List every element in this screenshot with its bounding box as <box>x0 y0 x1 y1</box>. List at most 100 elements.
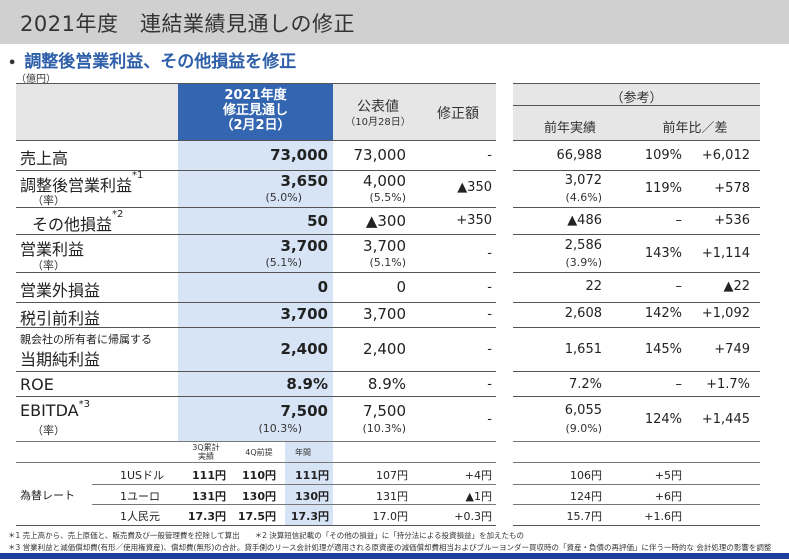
ratio-value: – <box>675 279 683 294</box>
footnote-1-2: ＊1 売上高から、売上原価と、販売費及び一般管理費を控除して算出 ＊2 決算短信… <box>8 531 525 540</box>
row-label: その他損益*2 <box>32 209 123 235</box>
unit-label: （億円） <box>16 74 56 85</box>
rate-label: （率） <box>32 194 65 207</box>
fx-published: 107円 <box>376 469 408 482</box>
prev-value: 66,988 <box>556 148 603 163</box>
ratio-value: 119% <box>644 181 682 196</box>
divider <box>513 504 760 505</box>
fx-q4: 110円 <box>242 469 276 482</box>
forecast-value: 0 <box>317 278 328 296</box>
divider <box>92 504 496 505</box>
prev-rate: (9.0%) <box>565 422 602 435</box>
ratio-value: 109% <box>644 148 682 163</box>
prev-value: 6,055 <box>564 403 602 418</box>
forecast-value: 3,700 <box>280 305 328 323</box>
prev-value: 2,608 <box>564 306 602 321</box>
fx-q4: 17.5円 <box>237 510 276 523</box>
page-title: 2021年度 連結業績見通しの修正 <box>20 12 355 36</box>
revision-value: - <box>487 412 492 427</box>
fx-year-column-highlight <box>285 441 333 525</box>
revision-value: +350 <box>456 213 492 228</box>
row-label: ROE <box>20 375 54 394</box>
fx-year: 111円 <box>295 469 329 482</box>
revision-value: - <box>487 280 492 295</box>
fx-currency: 1人民元 <box>120 510 160 523</box>
published-rate: (5.1%) <box>369 256 406 269</box>
fx-year: 130円 <box>295 490 329 503</box>
fx-col-4q-header: 4Q前提 <box>245 448 273 457</box>
diff-value: +1.7% <box>706 377 750 392</box>
fx-diff: +1.6円 <box>644 510 682 523</box>
footnote-mark: *3 <box>78 399 90 410</box>
subtitle: • 調整後営業利益、その他損益を修正 <box>8 47 296 72</box>
diff-value: +1,092 <box>701 306 750 321</box>
published-value: 7,500 <box>363 402 406 420</box>
published-value: ▲300 <box>365 212 406 230</box>
forecast-header-date: （2月2日） <box>220 118 291 133</box>
fx-col-3q-header: 3Q累計 実績 <box>183 443 229 461</box>
header-bg-left <box>16 83 178 140</box>
forecast-value: 2,400 <box>280 340 328 358</box>
forecast-header: 2021年度 修正見通し （2月2日） <box>178 83 333 140</box>
revision-value: - <box>487 342 492 357</box>
divider <box>16 302 496 303</box>
header-bg-mid <box>333 83 496 140</box>
ratio-value: – <box>675 213 683 228</box>
fx-prev: 106円 <box>570 469 602 482</box>
revision-header: 修正額 <box>437 106 479 122</box>
divider <box>16 462 496 463</box>
forecast-value: 73,000 <box>270 146 328 164</box>
divider <box>513 462 760 463</box>
published-value: 8.9% <box>367 375 406 393</box>
divider <box>513 371 760 372</box>
prev-rate: (3.9%) <box>565 256 602 269</box>
published-value: 3,700 <box>363 305 406 323</box>
row-label-text: 調整後営業利益 <box>20 176 133 195</box>
forecast-column-highlight <box>178 140 333 441</box>
divider <box>513 484 760 485</box>
diff-value: +536 <box>714 213 750 228</box>
fx-year: 17.3円 <box>290 510 329 523</box>
fx-revision: ▲1円 <box>465 490 492 503</box>
divider <box>16 441 496 442</box>
divider <box>513 327 760 328</box>
header-bg-right <box>513 83 760 140</box>
divider <box>16 83 496 84</box>
ratio-value: 124% <box>644 412 682 427</box>
fx-q4: 130円 <box>242 490 276 503</box>
fx-label: 為替レート <box>20 489 75 502</box>
divider <box>513 302 760 303</box>
prev-value: 2,586 <box>564 238 602 253</box>
row-label: EBITDA*3 <box>20 399 90 420</box>
row-label: 調整後営業利益*1 <box>20 170 144 196</box>
row-label: 営業外損益 <box>20 281 101 300</box>
subtitle-text: 調整後営業利益、その他損益を修正 <box>24 52 297 72</box>
diff-value: ▲22 <box>723 279 750 294</box>
forecast-header-title: 修正見通し <box>222 103 288 118</box>
row-label: 税引前利益 <box>20 309 101 328</box>
fx-col-3q-line1: 3Q累計 <box>192 443 220 452</box>
fx-q3: 131円 <box>192 490 226 503</box>
published-value: 0 <box>396 278 406 296</box>
fx-prev: 124円 <box>570 490 602 503</box>
published-value: 3,700 <box>363 237 406 255</box>
published-rate: (5.5%) <box>369 191 406 204</box>
published-header: 公表値 <box>357 99 399 115</box>
bullet-icon: • <box>8 56 17 71</box>
fx-published: 17.0円 <box>372 510 409 523</box>
fx-prev: 15.7円 <box>566 510 603 523</box>
revision-value: - <box>487 148 492 163</box>
prev-ratio-header: 前年比／差 <box>662 121 728 136</box>
forecast-value: 3,700 <box>280 237 328 255</box>
divider <box>513 140 760 141</box>
row-label-text: その他損益 <box>32 215 113 234</box>
prev-actual-header: 前年実績 <box>543 121 596 136</box>
fx-revision: +0.3円 <box>454 510 492 523</box>
fx-q3: 17.3円 <box>187 510 226 523</box>
prev-value: 22 <box>585 279 602 294</box>
footnote-mark: *1 <box>132 170 144 181</box>
forecast-value: 3,650 <box>280 172 328 190</box>
diff-value: +1,445 <box>701 412 750 427</box>
forecast-value: 7,500 <box>280 402 328 420</box>
divider <box>16 140 496 141</box>
